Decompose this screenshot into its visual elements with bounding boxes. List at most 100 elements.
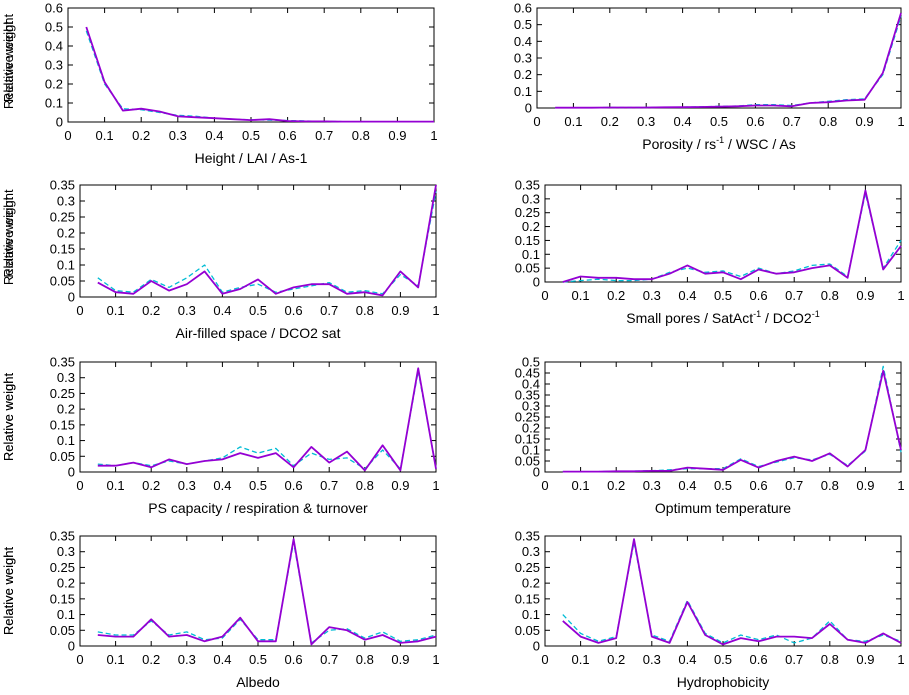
y-tick-label: 0.2: [522, 576, 540, 591]
plot-frame: [544, 535, 902, 647]
y-tick-label: 0.2: [514, 67, 532, 82]
x-tick-label: 0.6: [750, 652, 768, 667]
y-tick-label: 0.15: [50, 591, 75, 606]
series-line-solid: [562, 189, 902, 283]
y-axis-label: Relative weight: [1, 547, 16, 636]
x-tick-label: 0: [76, 478, 83, 493]
y-tick-label: 0.15: [50, 242, 75, 257]
x-tick-label: 0.4: [678, 652, 696, 667]
series-line-solid: [562, 369, 902, 473]
series-line-dashed: [562, 365, 902, 473]
x-tick-label: 0.1: [572, 478, 590, 493]
y-tick-label: 0.1: [57, 258, 75, 273]
y-tick-label: 0.05: [515, 261, 540, 276]
y-tick-label: 0.2: [45, 77, 63, 92]
y-tick-label: 0.25: [515, 560, 540, 575]
x-tick-label: 0.3: [178, 478, 196, 493]
x-axis-label: Optimum temperature: [655, 500, 791, 516]
x-tick-label: 0.4: [213, 303, 231, 318]
y-tick-label: 0.45: [515, 366, 540, 381]
x-tick-label: 0.7: [315, 128, 333, 143]
x-tick-label: 0.8: [356, 303, 374, 318]
series-line-solid: [97, 538, 437, 646]
x-tick-label: 0.7: [320, 478, 338, 493]
x-tick-label: 0.9: [856, 652, 874, 667]
y-tick-label: 0.05: [50, 449, 75, 464]
x-tick-label: 0.3: [169, 128, 187, 143]
y-tick-label: 0.05: [50, 274, 75, 289]
x-tick-label: 0.2: [132, 128, 150, 143]
y-tick-label: 0.3: [57, 194, 75, 209]
x-tick-label: 0: [541, 478, 548, 493]
x-tick-label: 0: [76, 303, 83, 318]
y-tick-label: 0.35: [515, 178, 540, 193]
x-tick-label: 0.6: [285, 303, 303, 318]
x-axis-label: Air-filled space / DCO2 sat: [176, 325, 341, 341]
y-axis-label: Relative weight: [1, 189, 16, 278]
y-tick-label: 0.3: [57, 544, 75, 559]
x-tick-label: 0.8: [356, 652, 374, 667]
series-line-dashed: [97, 191, 437, 295]
y-tick-label: 0.05: [515, 454, 540, 469]
panel-6: 0 0.1 0.2 0.3 0.4 0.5 0.6 0.7 0.8 0.9 100.050.10.1…: [1, 355, 905, 517]
y-tick-label: 0.5: [514, 17, 532, 32]
x-tick-label: 1: [897, 478, 904, 493]
y-tick-label: 0.5: [522, 355, 540, 370]
x-tick-label: 0.8: [821, 478, 839, 493]
x-tick-label: 0.9: [856, 288, 874, 303]
series-line-solid: [555, 12, 902, 109]
x-tick-label: 0.7: [783, 114, 801, 129]
x-tick-label: 0.8: [352, 128, 370, 143]
y-tick-label: 0.25: [515, 205, 540, 220]
x-tick-label: 1: [432, 478, 439, 493]
series-line-dashed: [562, 192, 902, 283]
y-tick-label: 0.35: [50, 178, 75, 193]
panel-8: 0 0.1 0.2 0.3 0.4 0.5 0.6 0.7 0.8 0.9 100.050.10.1…: [1, 529, 905, 691]
x-tick-label: 0.4: [213, 652, 231, 667]
x-tick-label: 0.5: [710, 114, 728, 129]
x-tick-label: 0.3: [637, 114, 655, 129]
x-tick-label: 0.3: [178, 652, 196, 667]
y-tick-label: 0: [525, 101, 532, 116]
x-tick-label: 0.5: [714, 288, 732, 303]
x-tick-label: 0: [76, 652, 83, 667]
x-tick-label: 0.2: [142, 303, 160, 318]
x-tick-label: 0.5: [249, 303, 267, 318]
y-axis-label: Relative weight: [1, 373, 16, 462]
x-tick-label: 0.1: [107, 652, 125, 667]
panel-7: 0 0.1 0.2 0.3 0.4 0.5 0.6 0.7 0.8 0.9 100.050.10.1…: [1, 529, 440, 691]
x-tick-label: 0.8: [819, 114, 837, 129]
y-tick-label: 0.1: [522, 247, 540, 262]
y-tick-label: 0.1: [522, 443, 540, 458]
y-axis-label: Relative weight: [1, 373, 16, 462]
x-tick-label: 1: [897, 288, 904, 303]
y-tick-label: 0: [533, 639, 540, 654]
x-tick-label: 0.5: [242, 128, 260, 143]
y-tick-label: 0.1: [514, 84, 532, 99]
y-tick-label: 0.3: [522, 399, 540, 414]
y-tick-label: 0.1: [57, 433, 75, 448]
y-tick-label: 0.2: [57, 576, 75, 591]
panel-1: 0 0.1 0.2 0.3 0.4 0.5 0.6 0.7 0.8 0.9 1 0 0.1 0.2 0.3 0…: [1, 1, 438, 167]
x-tick-label: 0: [541, 652, 548, 667]
y-tick-label: 0.2: [57, 226, 75, 241]
x-tick-label: 0.9: [391, 303, 409, 318]
y-tick-label: 0.1: [45, 96, 63, 111]
x-tick-label: 0.9: [388, 128, 406, 143]
x-tick-label: 0.1: [572, 288, 590, 303]
y-tick-label: 0.4: [522, 377, 540, 392]
plot-frame: [67, 7, 435, 123]
y-tick-label: 0.15: [50, 417, 75, 432]
plot-frame: [544, 361, 902, 473]
series-line-dashed: [97, 541, 437, 644]
y-tick-label: 0.5: [45, 20, 63, 35]
x-tick-label: 0.9: [856, 114, 874, 129]
y-tick-label: 0.15: [515, 432, 540, 447]
x-tick-label: 0.7: [320, 303, 338, 318]
y-tick-label: 0.1: [57, 607, 75, 622]
y-tick-label: 0.3: [522, 544, 540, 559]
y-tick-label: 0.05: [515, 623, 540, 638]
x-tick-label: 0.4: [674, 114, 692, 129]
x-tick-label: 0.7: [785, 652, 803, 667]
